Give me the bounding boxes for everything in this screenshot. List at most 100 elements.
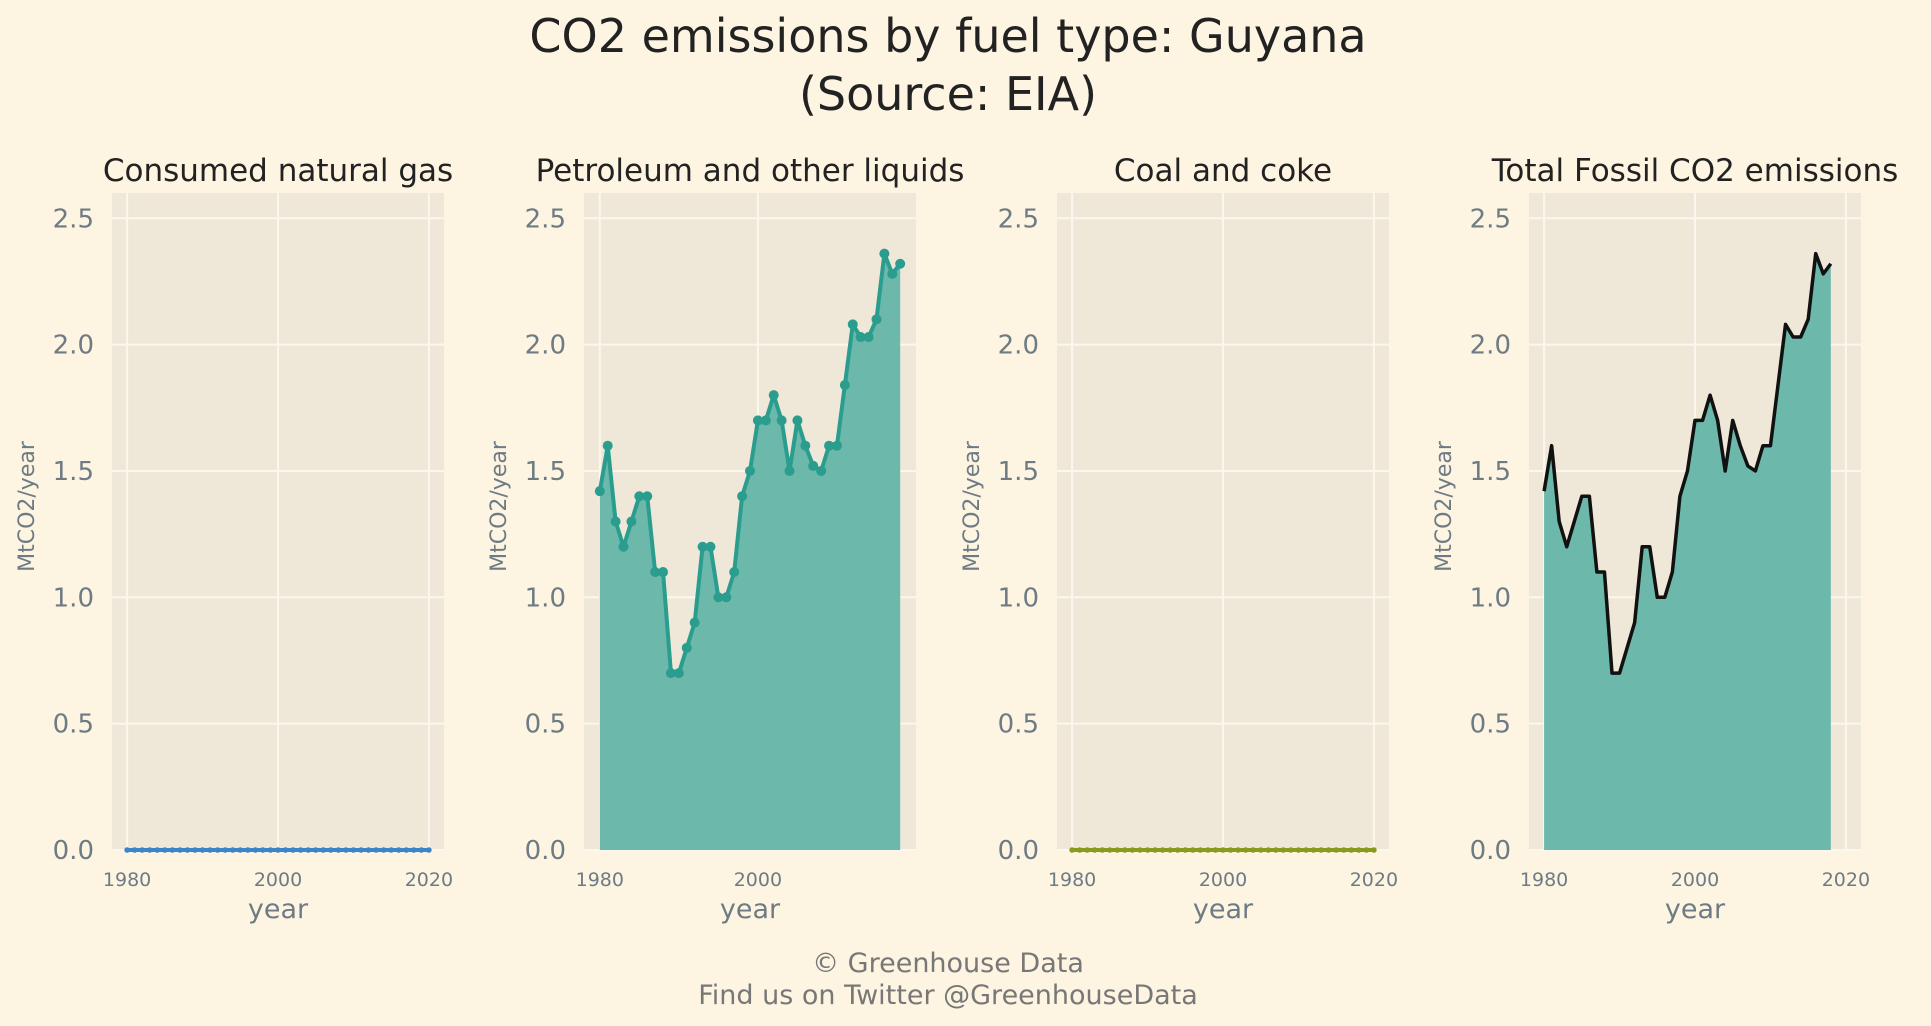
data-point <box>1084 847 1090 853</box>
data-point <box>237 847 244 853</box>
data-point <box>824 440 835 451</box>
data-point <box>267 847 274 853</box>
data-point <box>626 516 637 527</box>
x-axis-label: year <box>720 894 781 925</box>
data-point <box>1167 847 1173 853</box>
y-axis-label: MtCO2/year <box>487 440 512 572</box>
data-point <box>1348 847 1355 853</box>
x-tick-label: 2020 <box>405 869 453 891</box>
data-point <box>343 847 349 853</box>
x-tick-label: 2000 <box>1199 869 1247 891</box>
data-point <box>297 847 304 853</box>
data-point <box>1197 847 1204 853</box>
y-tick-label: 2.5 <box>998 204 1039 234</box>
y-tick-label: 1.0 <box>1470 583 1511 613</box>
data-point <box>1190 847 1196 853</box>
data-point <box>1318 847 1324 853</box>
data-point <box>847 319 858 330</box>
data-point <box>737 491 748 502</box>
data-point <box>365 847 372 853</box>
data-point <box>252 847 259 853</box>
data-point <box>245 847 251 853</box>
data-point <box>673 668 684 679</box>
series-line <box>1542 251 1833 675</box>
x-tick-label: 1980 <box>103 869 151 891</box>
data-point <box>1076 847 1083 853</box>
data-point <box>634 491 645 502</box>
data-point <box>1114 847 1121 853</box>
data-point <box>1107 847 1113 853</box>
y-axis-label: MtCO2/year <box>15 440 40 572</box>
data-point <box>312 847 319 853</box>
data-point <box>1242 847 1249 853</box>
data-point <box>131 847 138 853</box>
data-point <box>1227 847 1234 853</box>
x-tick-label: 2000 <box>1671 869 1719 891</box>
chart-title-line-2: (Source: EIA) <box>799 67 1097 121</box>
y-tick-label: 1.5 <box>525 457 566 487</box>
data-point <box>816 465 827 476</box>
data-point <box>290 847 296 853</box>
data-point <box>713 592 724 603</box>
data-point <box>689 617 700 628</box>
y-tick-label: 2.5 <box>1470 204 1511 234</box>
x-tick-label: 1980 <box>1520 869 1568 891</box>
data-point <box>1340 847 1347 853</box>
data-point <box>665 668 676 679</box>
panel-title: Consumed natural gas <box>103 153 453 189</box>
data-point <box>871 314 882 325</box>
data-point <box>411 847 417 853</box>
y-tick-label: 0.0 <box>1470 836 1511 866</box>
data-point <box>388 847 394 853</box>
y-tick-label: 0.0 <box>53 836 94 866</box>
data-point <box>403 847 410 853</box>
data-point <box>1220 847 1226 853</box>
data-point <box>1235 847 1241 853</box>
y-tick-label: 2.0 <box>53 331 94 361</box>
data-point <box>373 847 379 853</box>
data-point <box>705 541 716 552</box>
y-axis-label: MtCO2/year <box>1432 440 1457 572</box>
data-point <box>1303 847 1309 853</box>
data-point <box>642 491 653 502</box>
x-tick-label: 2020 <box>1350 869 1398 891</box>
y-tick-label: 0.5 <box>998 710 1039 740</box>
data-point <box>124 847 130 853</box>
x-tick-label: 1980 <box>1048 869 1096 891</box>
data-point <box>760 415 771 426</box>
data-point <box>1280 847 1287 853</box>
data-point <box>335 847 342 853</box>
data-point <box>721 592 732 603</box>
panel-1: 0.0 0.5 1.0 1.5 2.0 2.5 1980 2000 2020 MtCO2/year… <box>15 153 453 925</box>
panel-title: Petroleum and other liquids <box>536 153 965 189</box>
data-point <box>681 642 692 653</box>
data-point <box>1091 847 1098 853</box>
data-point <box>618 541 629 552</box>
data-point <box>418 847 425 853</box>
chart-panels: 0.0 0.5 1.0 1.5 2.0 2.5 1980 2000 2020 MtCO2/year… <box>15 153 1898 925</box>
data-point <box>184 847 191 853</box>
data-point <box>1137 847 1143 853</box>
data-point <box>275 847 281 853</box>
panel-title: Total Fossil CO2 emissions <box>1491 153 1899 189</box>
data-point <box>768 390 779 401</box>
data-point <box>426 847 432 853</box>
data-point <box>745 465 755 476</box>
data-point <box>1310 847 1317 853</box>
credit-text: © Greenhouse Data <box>812 948 1084 979</box>
y-tick-label: 1.0 <box>998 583 1039 613</box>
y-tick-label: 1.5 <box>1470 457 1511 487</box>
data-point <box>1212 847 1219 853</box>
data-point <box>1371 847 1377 853</box>
x-tick-label: 2020 <box>1822 869 1870 891</box>
data-point <box>1182 847 1189 853</box>
x-axis-label: year <box>248 894 309 925</box>
data-point <box>697 541 708 552</box>
data-point <box>1288 847 1294 853</box>
data-point <box>358 847 364 853</box>
data-point <box>1129 847 1136 853</box>
data-point <box>1333 847 1339 853</box>
data-point <box>784 465 795 476</box>
data-point <box>650 567 661 578</box>
